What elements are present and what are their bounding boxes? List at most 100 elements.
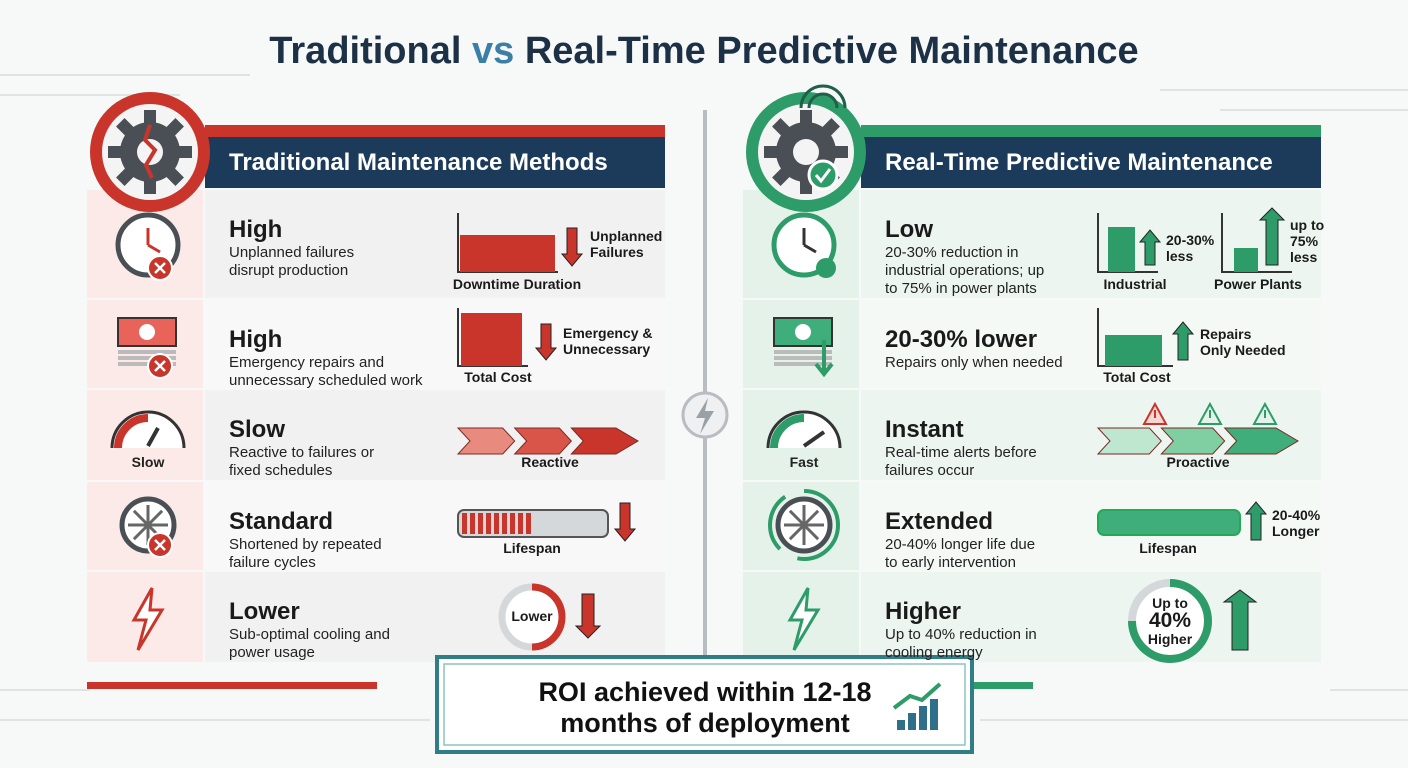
gear-tooth xyxy=(800,178,812,194)
turbine-blade xyxy=(788,523,806,541)
bar xyxy=(460,235,555,272)
chevron xyxy=(1160,427,1226,455)
row-description: Unplanned failures xyxy=(229,244,355,261)
gauge-needle xyxy=(802,430,826,448)
row-heading: Standard xyxy=(229,508,334,535)
row-heading: Lower xyxy=(229,598,300,625)
bill-icon xyxy=(117,317,177,347)
turbine-cycle xyxy=(768,489,840,561)
wifi-arc xyxy=(799,84,847,109)
arrow xyxy=(1244,501,1268,541)
row-description: Shortened by repeated xyxy=(229,536,382,553)
lifespan-stripe xyxy=(502,513,507,534)
footer-frame xyxy=(435,655,974,754)
lifespan-stripe xyxy=(510,513,515,534)
gear-tooth xyxy=(144,178,156,194)
panel-header: Real-Time Predictive Maintenance xyxy=(885,149,1273,176)
lifespan-stripe xyxy=(494,513,499,534)
graphic-label: less xyxy=(1290,249,1318,265)
arrow xyxy=(1171,321,1195,361)
bill-stack xyxy=(118,356,176,360)
arrow-icon xyxy=(814,340,834,378)
clock-hands xyxy=(146,228,161,254)
row-description: cooling energy xyxy=(885,644,983,661)
graphic-label: Lower xyxy=(511,608,553,624)
lifespan-stripe xyxy=(526,513,531,534)
badge-x xyxy=(154,262,166,274)
gear-crack xyxy=(142,124,158,179)
wifi-arc xyxy=(807,92,839,109)
bottom-strip xyxy=(87,682,377,689)
check-badge xyxy=(807,159,839,191)
bill-coin xyxy=(795,324,811,340)
header-band xyxy=(861,137,1321,188)
bolt-icon xyxy=(131,587,165,651)
arrow xyxy=(534,323,558,361)
turbine-blade xyxy=(132,523,150,541)
bar xyxy=(1234,248,1258,272)
lifespan-stripe xyxy=(478,513,483,534)
graphic-label: 20-30% xyxy=(1166,232,1215,248)
turbine-blade xyxy=(146,509,164,527)
row-heading: High xyxy=(229,216,283,243)
icon-label: Fast xyxy=(789,454,819,470)
graphic-label: Emergency & xyxy=(563,325,653,341)
bill-coin xyxy=(139,324,155,340)
gear-tooth xyxy=(108,146,124,158)
gear-tooth xyxy=(176,146,192,158)
turbine-blade xyxy=(802,523,820,541)
header-band xyxy=(205,137,665,188)
title-part: Real-Time Predictive Maintenance xyxy=(524,30,1139,72)
row-description: Sub-optimal cooling and xyxy=(229,626,390,643)
footer-text: months of deployment xyxy=(560,708,850,738)
row-description: failure cycles xyxy=(229,554,316,571)
bill-stack xyxy=(118,362,176,366)
gear-tooth xyxy=(764,146,780,158)
bill-stack xyxy=(774,350,832,354)
chevron xyxy=(1096,427,1163,455)
graphic-label: 40% xyxy=(1148,609,1192,632)
graphic-label: Repairs xyxy=(1200,326,1252,342)
row-bg xyxy=(861,190,1321,298)
lifespan-stripe xyxy=(470,513,475,534)
roi-trend xyxy=(892,682,942,710)
row-description: Emergency repairs and xyxy=(229,354,385,371)
graphic-label: 75% xyxy=(1290,233,1319,249)
gear-hole xyxy=(137,139,163,165)
graphic-label: Unnecessary xyxy=(563,341,651,357)
graphic-label: Unplanned xyxy=(590,228,663,244)
header-strip xyxy=(861,125,1321,137)
lifespan-stripe xyxy=(486,513,491,534)
row-description: unnecessary scheduled work xyxy=(229,372,423,389)
lifespan-stripe xyxy=(518,513,523,534)
row-description: to early intervention xyxy=(885,554,1016,571)
lifespan-bar xyxy=(1097,509,1241,536)
row-description: to 75% in power plants xyxy=(885,280,1037,297)
bar xyxy=(1108,227,1135,272)
bar xyxy=(1105,335,1162,366)
graphic-label: Lifespan xyxy=(503,540,561,556)
row-description: Up to 40% reduction in xyxy=(885,626,1037,643)
header-strip xyxy=(205,125,665,137)
row-description: Reactive to failures or xyxy=(229,444,375,461)
graphic-label: up to xyxy=(1290,217,1325,233)
icon-label: Slow xyxy=(131,454,165,470)
row-description: power usage xyxy=(229,644,315,661)
arrow xyxy=(560,227,584,267)
row-description: 20-30% reduction in xyxy=(885,244,1019,261)
graphic-label: Lifespan xyxy=(1139,540,1197,556)
divider-bolt xyxy=(696,398,714,434)
gauge-needle xyxy=(146,427,160,447)
roi-bar xyxy=(908,713,916,730)
gauge-zone xyxy=(770,414,805,449)
row-bg xyxy=(861,482,1321,570)
row-bg xyxy=(861,300,1321,388)
row-description: Repairs only when needed xyxy=(885,354,1063,371)
row-heading: High xyxy=(229,326,283,353)
bolt-icon xyxy=(787,587,821,651)
row-heading: 20-30% lower xyxy=(885,326,1038,353)
title-part: vs xyxy=(471,30,515,72)
row-description: Real-time alerts before xyxy=(885,444,1037,461)
row-heading: Extended xyxy=(885,508,994,535)
chevron xyxy=(456,427,516,455)
